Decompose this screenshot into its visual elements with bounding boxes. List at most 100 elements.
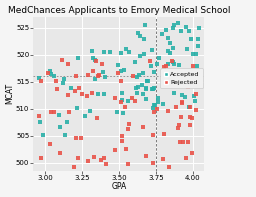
Accepted — [108, 51, 112, 54]
Accepted — [156, 100, 161, 104]
Rejected — [167, 165, 171, 168]
Rejected — [190, 151, 194, 154]
Accepted — [136, 74, 141, 77]
Accepted — [156, 97, 160, 100]
Accepted — [75, 106, 79, 109]
Rejected — [161, 158, 165, 161]
Accepted — [187, 106, 191, 109]
Accepted — [62, 78, 66, 81]
Accepted — [177, 64, 181, 67]
Accepted — [144, 87, 148, 91]
Accepted — [58, 125, 62, 128]
Rejected — [92, 156, 97, 159]
Accepted — [172, 63, 176, 66]
Accepted — [141, 92, 145, 95]
Rejected — [86, 160, 90, 163]
X-axis label: GPA: GPA — [111, 182, 126, 191]
Rejected — [191, 65, 196, 68]
Rejected — [170, 59, 174, 62]
Accepted — [171, 46, 175, 49]
Accepted — [145, 79, 149, 83]
Accepted — [189, 38, 193, 41]
Rejected — [48, 142, 52, 145]
Rejected — [130, 97, 134, 100]
Accepted — [115, 111, 119, 114]
Rejected — [190, 117, 194, 120]
Rejected — [37, 115, 41, 118]
Accepted — [138, 54, 142, 58]
Rejected — [104, 163, 108, 166]
Rejected — [66, 93, 70, 96]
Rejected — [155, 107, 159, 110]
Accepted — [49, 72, 53, 76]
Accepted — [185, 83, 189, 86]
Rejected — [99, 158, 103, 161]
Accepted — [119, 69, 123, 72]
Rejected — [86, 74, 90, 77]
Accepted — [134, 86, 138, 89]
Accepted — [125, 100, 130, 103]
Accepted — [166, 49, 170, 52]
Accepted — [135, 76, 139, 79]
Accepted — [152, 86, 156, 89]
Accepted — [180, 93, 184, 96]
Accepted — [144, 98, 148, 101]
Accepted — [185, 47, 189, 50]
Rejected — [180, 140, 185, 143]
Accepted — [153, 104, 157, 107]
Rejected — [46, 71, 50, 74]
Accepted — [149, 65, 153, 68]
Accepted — [69, 87, 73, 90]
Accepted — [196, 81, 200, 84]
Accepted — [121, 112, 125, 115]
Accepted — [83, 115, 87, 118]
Rejected — [164, 64, 168, 67]
Accepted — [193, 99, 197, 102]
Y-axis label: MCAT: MCAT — [6, 83, 15, 104]
Accepted — [183, 95, 187, 98]
Rejected — [166, 110, 170, 113]
Accepted — [151, 107, 155, 110]
Rejected — [180, 102, 184, 105]
Accepted — [176, 22, 180, 25]
Rejected — [74, 137, 79, 140]
Rejected — [186, 85, 190, 89]
Accepted — [52, 74, 56, 77]
Rejected — [131, 75, 135, 78]
Rejected — [124, 147, 128, 150]
Rejected — [133, 100, 137, 103]
Accepted — [123, 48, 127, 51]
Rejected — [39, 80, 43, 83]
Rejected — [94, 59, 98, 63]
Rejected — [151, 161, 155, 164]
Rejected — [74, 74, 79, 77]
Accepted — [144, 86, 148, 90]
Accepted — [37, 120, 41, 123]
Accepted — [48, 70, 52, 73]
Rejected — [161, 69, 165, 72]
Rejected — [49, 111, 54, 114]
Accepted — [168, 51, 172, 54]
Rejected — [144, 154, 148, 158]
Accepted — [92, 78, 97, 81]
Rejected — [123, 106, 127, 109]
Accepted — [161, 103, 165, 106]
Rejected — [80, 93, 84, 96]
Rejected — [100, 62, 104, 66]
Accepted — [142, 52, 146, 55]
Rejected — [85, 95, 89, 98]
Rejected — [174, 105, 178, 109]
Accepted — [133, 60, 137, 64]
Accepted — [164, 29, 168, 32]
Accepted — [101, 70, 105, 73]
Rejected — [152, 110, 156, 113]
Accepted — [141, 71, 145, 74]
Legend: Accepted, Rejected: Accepted, Rejected — [161, 68, 203, 88]
Rejected — [127, 122, 131, 125]
Accepted — [196, 37, 200, 40]
Accepted — [146, 80, 150, 83]
Accepted — [197, 26, 201, 29]
Rejected — [97, 73, 101, 76]
Rejected — [186, 75, 190, 78]
Rejected — [194, 108, 198, 111]
